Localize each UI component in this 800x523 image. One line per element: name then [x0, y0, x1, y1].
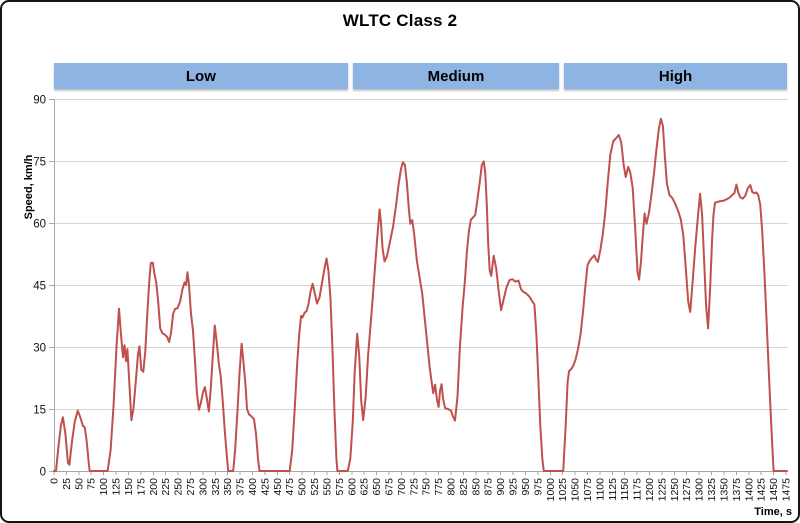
svg-text:25: 25 [61, 478, 73, 490]
svg-text:525: 525 [309, 478, 321, 496]
svg-text:75: 75 [33, 157, 46, 169]
svg-text:125: 125 [111, 478, 123, 496]
svg-text:1375: 1375 [731, 478, 743, 502]
gridlines [54, 99, 788, 410]
svg-text:1100: 1100 [594, 478, 606, 501]
svg-text:1400: 1400 [743, 478, 755, 502]
svg-text:1300: 1300 [694, 478, 706, 502]
phase-band-label: High [658, 67, 693, 85]
svg-text:325: 325 [210, 478, 222, 496]
x-axis-ticks-labels: 0 25 50 75 100 125 150 175 200 225 250 275 300 325 350… [49, 471, 793, 501]
svg-text:75: 75 [86, 478, 98, 490]
svg-text:1125: 1125 [607, 478, 619, 501]
svg-text:1050: 1050 [570, 478, 582, 502]
svg-text:200: 200 [148, 478, 160, 496]
svg-text:975: 975 [532, 478, 544, 496]
svg-text:225: 225 [160, 478, 172, 496]
svg-text:825: 825 [458, 478, 470, 496]
phase-band-low: Low [54, 63, 348, 89]
svg-text:425: 425 [259, 478, 271, 496]
axes [54, 99, 788, 472]
x-axis-title: Time, s [754, 506, 792, 518]
svg-text:775: 775 [433, 478, 445, 496]
svg-text:175: 175 [135, 478, 147, 496]
svg-text:250: 250 [173, 478, 185, 496]
svg-text:1200: 1200 [644, 478, 656, 502]
svg-text:750: 750 [421, 478, 433, 496]
svg-text:1175: 1175 [632, 478, 644, 501]
svg-text:475: 475 [284, 478, 296, 496]
svg-text:550: 550 [321, 478, 333, 496]
svg-text:650: 650 [371, 478, 383, 496]
svg-text:675: 675 [383, 478, 395, 496]
svg-text:850: 850 [470, 478, 482, 496]
svg-text:1250: 1250 [669, 478, 681, 502]
svg-text:60: 60 [33, 219, 46, 231]
svg-text:375: 375 [235, 478, 247, 496]
svg-text:1000: 1000 [545, 478, 557, 502]
phase-band-medium: Medium [352, 63, 560, 89]
speed-trace-line [53, 117, 788, 472]
axis-titles: Speed, km/h Time, s [23, 154, 792, 518]
svg-text:50: 50 [73, 478, 85, 490]
svg-text:1350: 1350 [718, 478, 730, 502]
svg-text:0: 0 [40, 467, 46, 479]
svg-text:800: 800 [446, 478, 458, 496]
svg-text:875: 875 [483, 478, 495, 496]
svg-text:0: 0 [49, 478, 61, 484]
phase-band-high: High [564, 63, 787, 89]
svg-text:100: 100 [98, 478, 110, 496]
svg-text:1475: 1475 [781, 478, 793, 502]
svg-text:925: 925 [508, 478, 520, 496]
svg-text:725: 725 [408, 478, 420, 496]
svg-text:900: 900 [495, 478, 507, 496]
svg-text:45: 45 [33, 281, 46, 293]
svg-text:1325: 1325 [706, 478, 718, 502]
svg-text:300: 300 [197, 478, 209, 496]
svg-text:500: 500 [297, 478, 309, 496]
svg-text:575: 575 [334, 478, 346, 496]
svg-text:400: 400 [247, 478, 259, 496]
svg-text:1225: 1225 [656, 478, 668, 502]
svg-text:30: 30 [33, 343, 46, 355]
svg-text:15: 15 [33, 405, 46, 417]
svg-text:90: 90 [33, 95, 46, 107]
y-axis-ticks-labels: 0 15 30 45 60 75 90 [33, 95, 54, 479]
svg-text:950: 950 [520, 478, 532, 496]
svg-text:1425: 1425 [756, 478, 768, 502]
svg-text:600: 600 [346, 478, 358, 496]
svg-text:450: 450 [272, 478, 284, 496]
y-axis-title: Speed, km/h [23, 154, 35, 219]
svg-text:1450: 1450 [768, 478, 780, 502]
svg-text:350: 350 [222, 478, 234, 496]
phase-band-label: Medium [427, 67, 485, 85]
svg-text:700: 700 [396, 478, 408, 496]
svg-text:150: 150 [123, 478, 135, 496]
svg-text:1275: 1275 [681, 478, 693, 502]
chart-title: WLTC Class 2 [342, 11, 458, 30]
svg-text:1025: 1025 [557, 478, 569, 502]
svg-text:625: 625 [359, 478, 371, 496]
phase-band-label: Low [185, 67, 216, 85]
svg-text:1150: 1150 [619, 478, 631, 501]
svg-text:275: 275 [185, 478, 197, 496]
svg-text:1075: 1075 [582, 478, 594, 502]
